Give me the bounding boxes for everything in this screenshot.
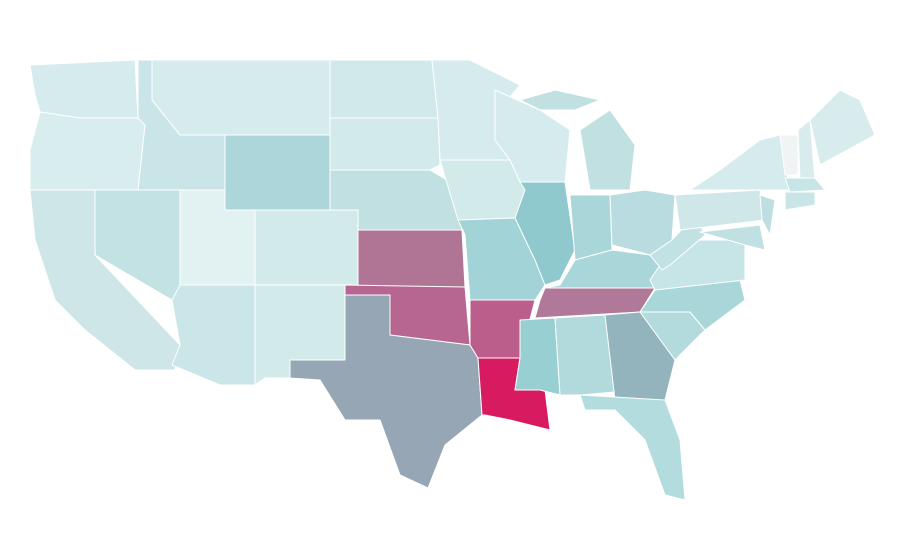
state-ks — [357, 229, 466, 288]
state-wy — [224, 134, 331, 211]
state-pa — [674, 189, 766, 231]
state-ct — [784, 191, 816, 211]
state-az — [171, 284, 256, 386]
state-sd — [329, 117, 441, 171]
state-ms — [514, 317, 561, 396]
state-mi — [519, 89, 601, 111]
state-vt — [779, 134, 799, 176]
state-nd — [329, 59, 439, 119]
state-mt — [151, 59, 331, 136]
state-me — [809, 89, 876, 166]
state-al — [554, 314, 616, 396]
state-tx — [289, 294, 483, 489]
state-in — [569, 194, 613, 261]
state-mi — [579, 109, 636, 191]
state-ga — [604, 311, 676, 401]
state-co — [254, 209, 359, 286]
state-il — [514, 181, 576, 286]
state-ma — [784, 177, 826, 193]
state-wa — [29, 59, 139, 119]
state-nj — [759, 194, 776, 236]
state-fl — [579, 394, 686, 501]
state-ny — [689, 134, 791, 191]
state-or — [29, 111, 146, 191]
state-md — [699, 224, 766, 251]
